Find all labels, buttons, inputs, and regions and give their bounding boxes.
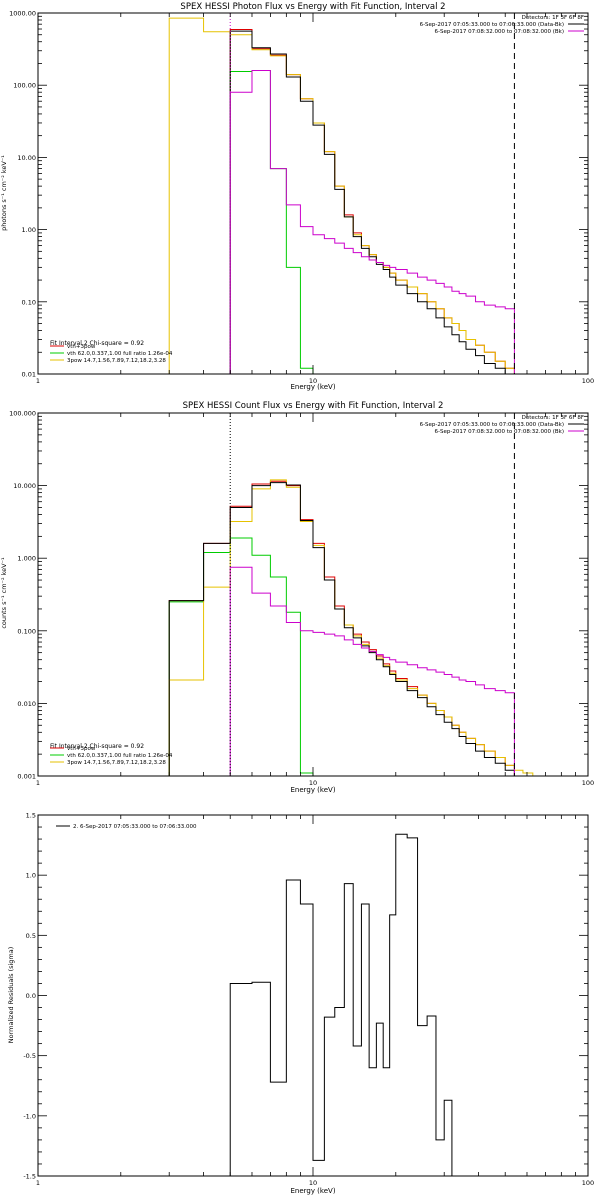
legend-label-1-2: 3pow 14.7,1.56,7.89,7.12,18.2,3.28 (67, 760, 166, 766)
x-tick-label-0-0: 1 (36, 377, 40, 385)
count-flux-chart-title: SPEX HESSI Count Flux vs Energy with Fit… (183, 401, 444, 411)
info-line-0-1: 6-Sep-2017 07:05:33.000 to 07:06:33.000 … (420, 22, 564, 28)
info-line-0-0: Detectors: 1F 3F 6F 8F (522, 15, 584, 21)
y-tick-label-1-5: 100.000 (9, 410, 36, 418)
legend-label-1-1: vth 62.0,0.337,1.00 full ratio 1.26e-04 (67, 753, 173, 759)
count-flux-y-axis-label: counts s⁻¹ cm⁻² keV⁻¹ (0, 557, 8, 629)
y-tick-label-2-0: -1.5 (23, 1173, 36, 1181)
y-tick-label-1-2: 0.100 (17, 627, 36, 635)
x-tick-label-2-1: 10 (309, 1179, 317, 1187)
photon-flux-fit-label: Fit Interval 2 Chi-square = 0.92 (50, 340, 144, 347)
series-line-1-4 (229, 566, 515, 776)
info-line-1-2: 6-Sep-2017 07:08:32.000 to 07:08:32.000 … (435, 429, 565, 435)
y-tick-label-0-4: 100.00 (13, 82, 36, 90)
y-tick-label-2-3: 0.0 (26, 992, 36, 1000)
y-tick-label-1-1: 0.010 (17, 700, 36, 708)
legend-label-0-1: vth 62.0,0.337,1.00 full ratio 1.26e-04 (67, 351, 173, 357)
count-flux-panel: SPEX HESSI Count Flux vs Energy with Fit… (0, 401, 594, 794)
photon-flux-x-axis-label: Energy (keV) (290, 383, 335, 391)
y-tick-label-2-5: 1.0 (26, 872, 36, 880)
y-tick-label-0-3: 10.00 (17, 154, 36, 162)
y-tick-label-0-5: 1000.00 (9, 10, 36, 18)
count-flux-x-axis-label: Energy (keV) (290, 786, 335, 794)
photon-flux-chart-title: SPEX HESSI Photon Flux vs Energy with Fi… (180, 2, 445, 12)
y-tick-label-1-4: 10.000 (13, 482, 36, 490)
y-tick-label-0-0: 0.01 (22, 371, 36, 379)
series-line-0-4 (229, 69, 515, 374)
series-line-1-2 (168, 479, 551, 777)
series-line-1-0 (168, 480, 515, 776)
info-line-1-0: Detectors: 1F 3F 6F 8F (522, 415, 584, 421)
series-line-2-0 (229, 833, 453, 1176)
residuals-panel: Energy (keV) Normalized Residuals (sigma… (7, 812, 594, 1196)
series-line-0-0 (229, 29, 515, 374)
photon-flux-y-axis-label: photons s⁻¹ cm⁻² keV⁻¹ (0, 155, 8, 231)
plot-frame-0 (37, 12, 589, 375)
y-tick-label-2-4: 0.5 (26, 932, 36, 940)
x-tick-label-2-0: 1 (36, 1179, 40, 1187)
legend-label-2-0: 2. 6-Sep-2017 07:05:33.000 to 07:06:33.0… (73, 824, 197, 830)
photon-flux-panel: SPEX HESSI Photon Flux vs Energy with Fi… (0, 2, 594, 391)
series-line-1-1 (168, 537, 314, 776)
residuals-x-axis-label: Energy (keV) (290, 1187, 335, 1195)
y-tick-label-0-2: 1.00 (22, 226, 36, 234)
series-line-1-3 (168, 482, 515, 776)
y-tick-label-1-0: 0.001 (17, 773, 36, 781)
x-tick-label-1-1: 10 (309, 779, 317, 787)
x-tick-label-0-2: 100 (582, 377, 594, 385)
legend-label-0-2: 3pow 14.7,1.56,7.89,7.12,18.2,3.28 (67, 358, 166, 364)
y-tick-label-2-6: 1.5 (26, 812, 36, 820)
plot-frame-1 (37, 412, 589, 777)
series-line-0-2 (168, 17, 533, 375)
y-tick-label-1-3: 1.000 (17, 555, 36, 563)
x-tick-label-1-0: 1 (36, 779, 40, 787)
x-tick-label-0-1: 10 (309, 377, 317, 385)
y-tick-label-2-1: -1.0 (23, 1112, 36, 1120)
residuals-y-axis-label: Normalized Residuals (sigma) (7, 947, 15, 1044)
series-line-0-3 (229, 30, 515, 375)
info-line-1-1: 6-Sep-2017 07:05:33.000 to 07:06:33.000 … (420, 422, 564, 428)
x-tick-label-1-2: 100 (582, 779, 594, 787)
count-flux-fit-label: Fit Interval 2 Chi-square = 0.92 (50, 743, 144, 750)
legend-label-0-0: vth+3pow (67, 344, 96, 350)
y-tick-label-0-1: 0.10 (22, 298, 36, 306)
y-tick-label-2-2: -0.5 (23, 1052, 36, 1060)
info-line-0-2: 6-Sep-2017 07:08:32.000 to 07:08:32.000 … (435, 29, 565, 35)
legend-label-1-0: vth+3pow (67, 746, 96, 752)
x-tick-label-2-2: 100 (582, 1179, 594, 1187)
